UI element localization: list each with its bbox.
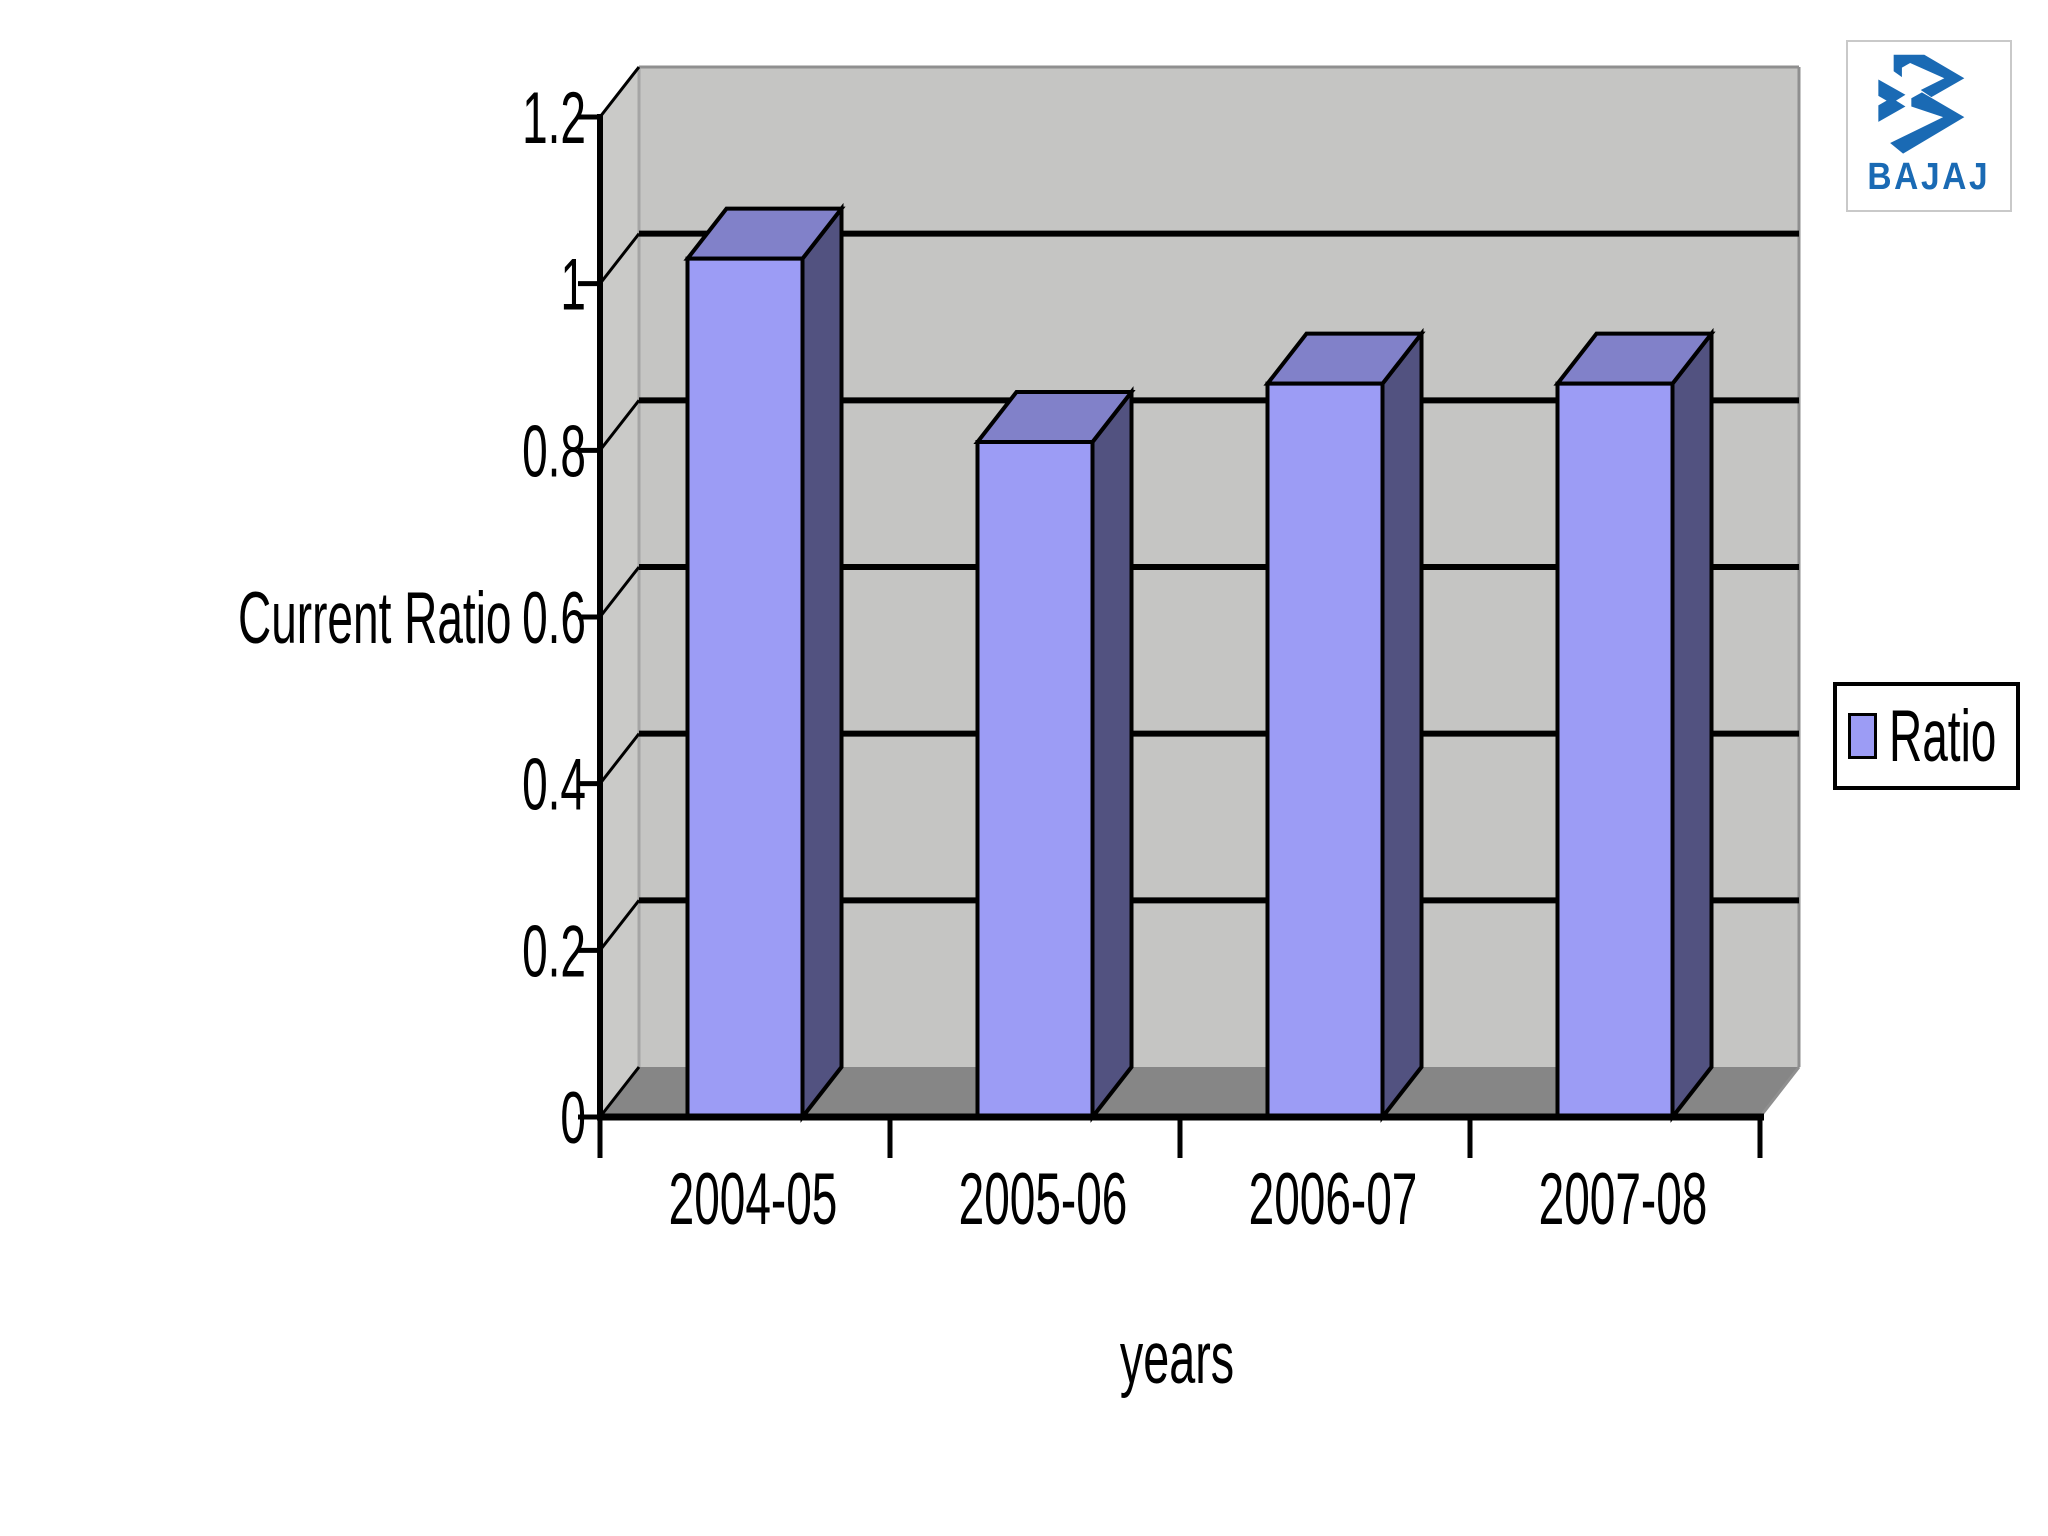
y-tick-label-group: 0 — [560, 1077, 586, 1158]
bajaj-logo-mark-icon — [1878, 54, 1965, 154]
x-axis-title: years — [1119, 1318, 1235, 1399]
y-tick-depth-line — [598, 566, 641, 618]
bajaj-logo-wordmark: BAJAJ — [1867, 156, 1991, 198]
y-tick-label-group: 1.2 — [522, 77, 586, 158]
y-tick-label-group: 0.2 — [522, 911, 586, 992]
x-category-label-group: 2007-08 — [1539, 1158, 1708, 1239]
y-tick-depth-line — [598, 399, 641, 452]
y-tick-label: 0 — [560, 1077, 586, 1158]
y-axis-title: Current Ratio — [238, 578, 512, 659]
legend: Ratio — [1833, 682, 2020, 790]
bar-side-face — [1090, 386, 1134, 1123]
y-tick-label-group: 0.6 — [522, 577, 586, 658]
y-tick-depth-line — [598, 66, 641, 118]
x-category-label: 2004-05 — [669, 1158, 838, 1239]
y-tick-label: 0.4 — [522, 744, 586, 825]
bar-side-face — [1670, 327, 1714, 1123]
floor-right-edge — [1758, 1066, 1801, 1118]
bar-side-face — [1380, 327, 1424, 1123]
y-tick-label: 0.6 — [522, 577, 586, 658]
y-tick-label-group: 0.4 — [522, 744, 586, 825]
y-tick-label: 1 — [560, 244, 586, 325]
bar-front-face — [1265, 381, 1385, 1119]
y-tick-label-group: 1 — [560, 244, 586, 325]
bar-front-face — [685, 256, 805, 1119]
x-category-label: 2005-06 — [959, 1158, 1128, 1239]
x-category-label-group: 2005-06 — [959, 1158, 1128, 1239]
legend-swatch-ratio — [1848, 713, 1877, 759]
x-category-label: 2006-07 — [1249, 1158, 1418, 1239]
bar-front-face — [1555, 381, 1675, 1119]
x-category-label-group: 2004-05 — [669, 1158, 838, 1239]
x-category-label: 2007-08 — [1539, 1158, 1708, 1239]
y-tick-label-group: 0.8 — [522, 411, 586, 492]
y-tick-label: 0.8 — [522, 411, 586, 492]
bajaj-logo: BAJAJ — [1846, 40, 2012, 212]
bar-front-face — [975, 440, 1095, 1119]
legend-label-ratio: Ratio — [1889, 695, 1997, 777]
x-category-label-group: 2006-07 — [1249, 1158, 1418, 1239]
y-tick-depth-line — [598, 1066, 641, 1118]
y-tick-depth-line — [598, 232, 641, 285]
bar-side-face — [800, 202, 844, 1123]
y-tick-depth-line — [598, 732, 641, 785]
y-tick-label: 1.2 — [522, 77, 586, 158]
y-tick-depth-line — [598, 899, 641, 952]
plot-floor — [600, 1067, 1799, 1117]
y-tick-label: 0.2 — [522, 911, 586, 992]
